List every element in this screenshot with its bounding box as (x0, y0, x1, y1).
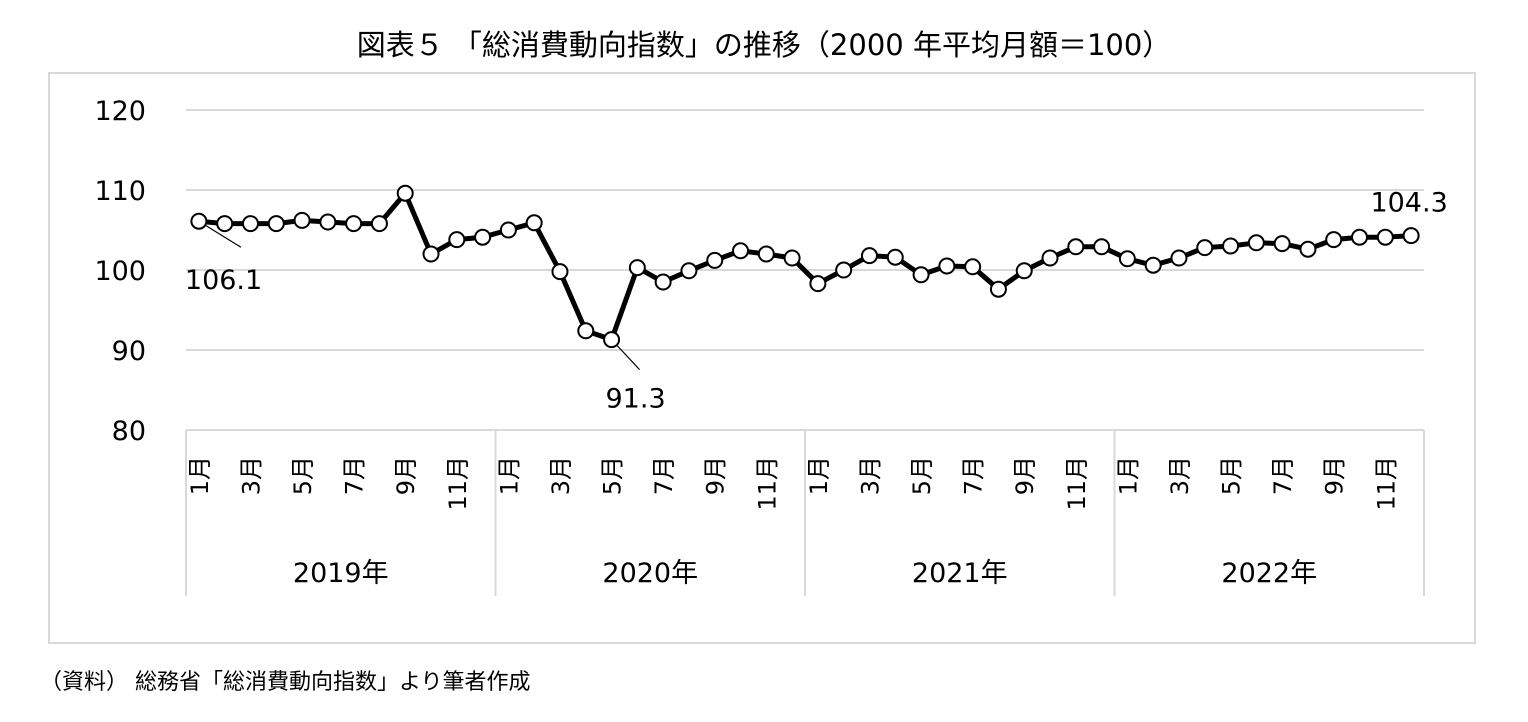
month-tick-label: 9月 (702, 456, 730, 495)
data-point (1247, 234, 1265, 252)
data-point (628, 259, 646, 277)
year-label: 2019年 (293, 558, 389, 589)
data-point (732, 242, 750, 260)
data-point (809, 275, 827, 293)
month-tick-label: 9月 (392, 456, 420, 495)
x-axis: 1月 3月 5月 7月 9月 11月 1月 3月 5月 7月 9月 11月 1月 3月 5月 7月 9月 11月 1… (185, 430, 1425, 596)
data-point (1402, 227, 1420, 245)
data-point (1015, 262, 1033, 280)
data-point (938, 257, 956, 275)
data-point (474, 228, 492, 246)
data-point (1351, 228, 1369, 246)
chart-title: 図表５ 「総消費動向指数」の推移（2000 年平均月額＝100） (356, 28, 1172, 62)
data-point (1196, 239, 1214, 257)
data-point (835, 261, 853, 279)
data-point (912, 266, 930, 284)
data-point (783, 249, 801, 267)
data-point (241, 215, 259, 233)
chart-frame (48, 72, 1476, 644)
y-axis-ticks: 120 110 100 90 80 (94, 96, 146, 447)
y-tick-label: 110 (94, 176, 146, 207)
data-point (860, 247, 878, 265)
data-point (1170, 249, 1188, 267)
data-point (964, 258, 982, 276)
data-point (706, 251, 724, 269)
data-labels: 106.1 91.3 104.3 (185, 188, 1448, 415)
data-point (1093, 238, 1111, 256)
month-tick-label: 7月 (341, 456, 369, 495)
month-tick-label: 3月 (1166, 456, 1194, 495)
month-tick-label: 7月 (960, 456, 988, 495)
y-tick-label: 80 (112, 416, 146, 447)
data-point (1299, 240, 1317, 258)
source-note: （資料） 総務省「総消費動向指数」より筆者作成 (40, 670, 531, 695)
month-tick-label: 7月 (650, 456, 678, 495)
data-point (267, 215, 285, 233)
data-point (1376, 228, 1394, 246)
data-point (499, 221, 517, 239)
month-tick-label: 3月 (856, 456, 884, 495)
data-point (757, 245, 775, 263)
y-tick-label: 100 (94, 256, 146, 287)
year-label: 2020年 (602, 558, 698, 589)
data-point (551, 263, 569, 281)
month-tick-label: 11月 (1372, 456, 1400, 511)
data-point (1118, 250, 1136, 268)
data-point (525, 214, 543, 232)
month-tick-label: 1月 (1114, 456, 1142, 495)
data-point (396, 184, 414, 202)
month-tick-label: 1月 (186, 456, 214, 495)
data-point (319, 213, 337, 231)
data-point (1222, 237, 1240, 255)
data-point (1144, 256, 1162, 274)
series-line (198, 190, 1412, 343)
month-tick-label: 1月 (495, 456, 523, 495)
month-tick-label: 11月 (753, 456, 781, 511)
month-tick-label: 9月 (1011, 456, 1039, 495)
data-label: 106.1 (185, 265, 262, 296)
data-point (1273, 235, 1291, 253)
month-tick-label: 5月 (599, 456, 627, 495)
y-tick-label: 120 (94, 96, 146, 127)
data-point (293, 211, 311, 229)
data-point (989, 280, 1007, 298)
data-point (1041, 249, 1059, 267)
y-tick-label: 90 (112, 336, 146, 367)
data-point (577, 322, 595, 340)
month-tick-label: 9月 (1321, 456, 1349, 495)
data-label: 104.3 (1370, 188, 1447, 219)
data-point (216, 215, 234, 233)
series-line-layer (198, 190, 1412, 343)
month-tick-label: 5月 (289, 456, 317, 495)
data-point (1067, 238, 1085, 256)
month-tick-label: 11月 (1063, 456, 1091, 511)
month-tick-label: 11月 (444, 456, 472, 511)
data-point (1325, 231, 1343, 249)
data-label: 91.3 (606, 384, 666, 415)
month-tick-label: 5月 (908, 456, 936, 495)
data-point (654, 273, 672, 291)
data-point (603, 331, 621, 349)
year-label: 2021年 (912, 558, 1008, 589)
month-tick-label: 3月 (547, 456, 575, 495)
data-point (422, 245, 440, 263)
month-tick-label: 5月 (1218, 456, 1246, 495)
annotation-leaders (198, 220, 641, 371)
year-label: 2022年 (1221, 558, 1317, 589)
month-tick-label: 3月 (237, 456, 265, 495)
data-point (370, 215, 388, 233)
data-point (886, 248, 904, 266)
data-points (190, 184, 1420, 349)
month-tick-label: 1月 (805, 456, 833, 495)
data-point (345, 215, 363, 233)
data-point (680, 262, 698, 280)
data-point (190, 212, 208, 230)
month-tick-label: 7月 (1269, 456, 1297, 495)
data-point (448, 231, 466, 249)
